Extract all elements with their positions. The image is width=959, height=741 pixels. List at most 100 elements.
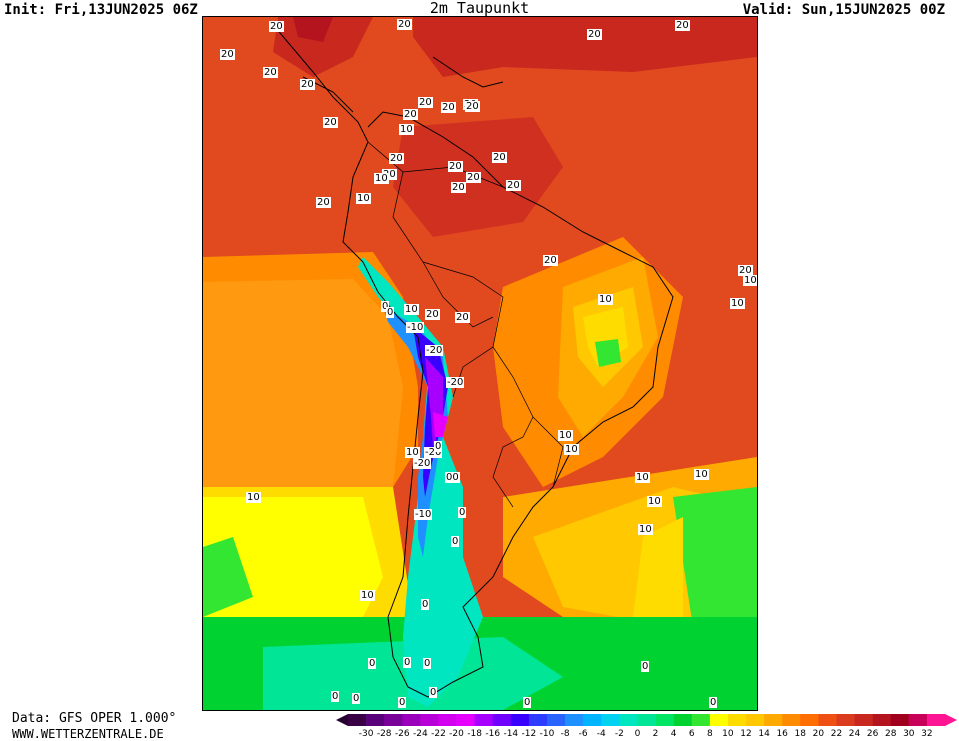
field-band-10-12-south-atlantic	[633, 517, 683, 627]
colorbar-tick-label: -18	[467, 729, 482, 739]
colorbar-tick-label: -20	[449, 729, 464, 739]
contour-label: 20	[448, 161, 463, 172]
contour-label: 0	[421, 599, 430, 610]
contour-label: 0	[458, 507, 467, 518]
contour-label: 20	[403, 109, 418, 120]
contour-label: 10	[356, 193, 371, 204]
colorbar-low-arrow	[336, 714, 348, 726]
colorbar-swatch	[528, 714, 548, 726]
colorbar-tick-label: -30	[358, 729, 374, 739]
contour-label: 20	[418, 97, 433, 108]
contour-label: 20	[492, 152, 507, 163]
field-band-6-8-brazil	[595, 339, 621, 367]
contour-label: 10	[246, 492, 261, 503]
colorbar-tick-label: 6	[688, 729, 695, 739]
colorbar-tick-label: 8	[706, 729, 713, 739]
colorbar-tick-label: -2	[614, 729, 624, 739]
colorbar-swatch	[709, 714, 729, 726]
colorbar-swatch	[691, 714, 711, 726]
colorbar-high-arrow	[945, 714, 957, 726]
colorbar-tick-label: 24	[848, 729, 861, 739]
contour-label: 20	[465, 101, 480, 112]
colorbar-tick-label: 0	[634, 729, 641, 739]
colorbar-swatch	[655, 714, 674, 726]
colorbar-tick-label: 4	[670, 729, 677, 739]
contour-label: 10	[647, 496, 662, 507]
contour-label: 10	[360, 590, 375, 601]
colorbar-swatch	[764, 714, 783, 726]
contour-label: 20	[323, 117, 338, 128]
colorbar-swatch	[746, 714, 765, 726]
website-label: WWW.WETTERZENTRALE.DE	[12, 727, 164, 741]
colorbar-tick-label: -14	[503, 729, 519, 739]
colorbar-swatch	[438, 714, 457, 726]
contour-label: -20	[446, 377, 465, 388]
contour-label: 20	[269, 21, 284, 32]
contour-label: 10	[638, 524, 653, 535]
map-title: 2m Taupunkt	[429, 0, 530, 17]
contour-label: 20	[451, 182, 466, 193]
colorbar-swatch	[872, 714, 892, 726]
colorbar-swatch	[583, 714, 602, 726]
colorbar-tick-label: -4	[596, 729, 606, 739]
colorbar-tick-label: 14	[758, 729, 770, 739]
contour-label: -20	[425, 345, 444, 356]
contour-label: 0	[381, 301, 390, 312]
colorbar-tick-label: 16	[776, 729, 788, 739]
colorbar-swatch	[366, 714, 385, 726]
contour-label: 10	[564, 444, 579, 455]
colorbar-tick-label: 22	[830, 729, 843, 739]
contour-label: 20	[263, 67, 278, 78]
contour-label: 20	[389, 153, 404, 164]
colorbar-tick-label: 18	[794, 729, 806, 739]
colorbar-tick-label: 12	[740, 729, 752, 739]
contour-label: -10	[406, 322, 425, 333]
field-band-14-16-pacific	[203, 279, 403, 487]
contour-label: -20	[413, 458, 432, 469]
contour-label: 20	[466, 172, 481, 183]
colorbar-swatch	[402, 714, 421, 726]
contour-label: 20	[506, 180, 521, 191]
colorbar-tick-label: -8	[560, 729, 570, 739]
colorbar-tick-label: 28	[884, 729, 897, 739]
colorbar-tick-label: 20	[812, 729, 825, 739]
colorbar-swatch	[782, 714, 801, 726]
contour-label: 10	[635, 472, 650, 483]
field-band-6-8-south-atlantic	[673, 487, 757, 627]
contour-label: 0	[368, 658, 377, 669]
contour-label: 10	[743, 275, 757, 286]
colorbar-swatch	[565, 714, 584, 726]
colorbar-tick-label: 32	[921, 729, 933, 739]
colorbar-tick-label: -22	[431, 729, 446, 739]
colorbar-tick-label: 26	[866, 729, 879, 739]
colorbar-swatch	[637, 714, 656, 726]
colorbar-swatch	[854, 714, 873, 726]
colorbar-swatch	[384, 714, 403, 726]
field-band-24-26-caribbean	[293, 17, 333, 42]
colorbar-swatch	[510, 714, 530, 726]
dewpoint-field	[203, 17, 757, 710]
contour-label: 20	[543, 255, 558, 266]
field-band-22-24-atlantic	[413, 17, 757, 77]
colorbar-swatch	[420, 714, 439, 726]
colorbar-swatch	[890, 714, 910, 726]
colorbar-swatch	[673, 714, 693, 726]
colorbar-tick-label: -10	[539, 729, 555, 739]
contour-label: 0	[398, 697, 407, 708]
contour-label: 20	[220, 49, 235, 60]
contour-label: 0	[423, 658, 432, 669]
contour-label: 10	[730, 298, 745, 309]
contour-label: 0	[429, 687, 438, 698]
contour-label: 20	[675, 20, 690, 31]
colorbar-swatch	[727, 714, 747, 726]
dewpoint-map: 2020202020202020202020102020202020101020…	[202, 16, 758, 711]
colorbar-tick-label: -24	[413, 729, 428, 739]
contour-label: 10	[374, 173, 389, 184]
contour-label: 20	[425, 309, 440, 320]
contour-label: 0	[641, 661, 650, 672]
colorbar-swatch	[818, 714, 837, 726]
contour-label: 10	[405, 447, 420, 458]
colorbar-tick-label: -12	[521, 729, 537, 739]
colorbar-tick-label: -16	[485, 729, 501, 739]
contour-label: 0	[403, 657, 412, 668]
